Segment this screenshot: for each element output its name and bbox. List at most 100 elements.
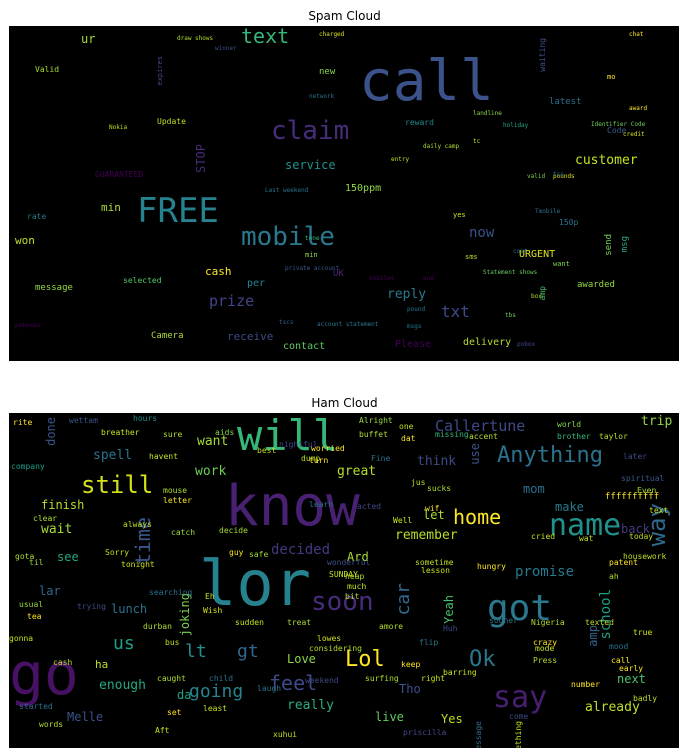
ham-cloud-word: Tho: [399, 682, 421, 696]
ham-cloud-word: live: [375, 710, 404, 724]
ham-cloud-word: home: [453, 505, 502, 529]
ham-cloud-word: Alright: [359, 416, 393, 425]
ham-cloud-word: barring: [443, 668, 477, 677]
ham-cloud-word: tea: [27, 612, 42, 621]
ham-cloud-word: words: [39, 720, 64, 729]
ham-cloud-word: havent: [149, 452, 178, 461]
spam-cloud-word: text: [241, 26, 290, 48]
spam-cloud-word: award: [629, 105, 648, 112]
ham-cloud-word: usual: [19, 600, 44, 609]
ham-cloud-word: sooner: [489, 616, 518, 625]
spam-cloud-word: claim: [271, 116, 350, 146]
ham-cloud-word: crazy: [533, 638, 558, 647]
spam-cloud-word: Update: [157, 117, 186, 126]
spam-cloud-word: expires: [156, 56, 164, 86]
ham-cloud-word: durban: [143, 622, 172, 631]
ham-cloud-word: hungry: [477, 562, 506, 571]
ham-cloud-word: spell: [93, 448, 133, 463]
ham-cloud-word: Yeah: [442, 595, 456, 624]
ham-cloud-word: Love: [287, 652, 316, 666]
ham-cloud-word: Well: [393, 516, 413, 525]
ham-cloud-word: wonderful: [327, 558, 371, 567]
spam-cloud-word: latest: [549, 97, 582, 107]
ham-cloud-word: texted: [585, 618, 614, 627]
ham-cloud-word: flip: [419, 638, 439, 647]
spam-cloud-word: per: [247, 278, 266, 289]
ham-cloud-title: Ham Cloud: [311, 396, 378, 410]
spam-cloud-word: entry: [391, 156, 410, 163]
ham-cloud-word: much: [347, 582, 367, 591]
ham-cloud-word: today: [629, 532, 654, 541]
ham-cloud-word: Yes: [441, 712, 463, 726]
ham-cloud-word: jus: [411, 478, 426, 487]
spam-cloud-word: customer: [575, 153, 638, 168]
ham-cloud-word: think: [417, 454, 457, 469]
ham-cloud-word: Ard: [347, 550, 369, 564]
ham-cloud-word: us: [113, 633, 135, 654]
ham-cloud-word: treat: [287, 618, 312, 627]
spam-cloud-word: network: [309, 93, 335, 100]
spam-cloud-word: Please: [395, 339, 432, 350]
ham-cloud-word: go: [9, 640, 79, 708]
ham-cloud-word: tonight: [121, 560, 155, 569]
ham-cloud-word: soon: [311, 587, 374, 617]
spam-cloud-word: reply: [387, 287, 427, 302]
ham-cloud-word: mood: [609, 642, 629, 651]
spam-cloud-word: box: [531, 293, 542, 300]
spam-cloud-word: new: [319, 67, 336, 77]
ham-cloud-word: cried: [531, 532, 556, 541]
ham-cloud-word: lor: [199, 547, 311, 620]
ham-cloud-word: gota: [15, 552, 35, 561]
ham-cloud-word: joking: [178, 593, 192, 637]
ham-cloud-word: hours: [133, 414, 158, 423]
ham-cloud-word: right: [421, 674, 446, 683]
spam-cloud-word: pobox: [517, 341, 536, 348]
ham-cloud-word: remember: [395, 528, 458, 543]
ham-cloud-word: til: [29, 558, 44, 567]
spam-cloud-word: account statement: [317, 321, 379, 328]
spam-cloud-word: msgs: [407, 323, 422, 330]
ham-cloud-word: number: [571, 680, 600, 689]
spam-cloud-word: cost: [513, 248, 528, 255]
ham-cloud-word: Press: [533, 656, 558, 665]
spam-cloud-word: txt: [441, 302, 470, 321]
spam-cloud-word: rate: [27, 212, 47, 221]
ham-cloud-word: started: [19, 702, 53, 711]
ham-cloud-word: use: [468, 443, 482, 465]
spam-cloud-word: holiday: [503, 122, 529, 129]
ham-cloud-word: badly: [633, 694, 658, 703]
spam-cloud-word: message: [35, 283, 73, 293]
spam-cloud-word: service: [285, 158, 336, 172]
ham-cloud-word: laugh: [257, 684, 282, 693]
ham-cloud-word: wait: [41, 522, 73, 537]
ham-cloud-word: will: [237, 413, 339, 460]
ham-cloud-word: car: [393, 583, 414, 616]
ham-cloud-word: taylor: [599, 432, 628, 441]
spam-cloud-word: min: [305, 251, 318, 259]
spam-cloud-word: tcs: [553, 171, 564, 178]
ham-cloud-word: going: [189, 681, 244, 702]
ham-cloud-word: nightful: [279, 440, 318, 449]
ham-cloud-word: Fine: [371, 454, 391, 463]
ham-cloud-word: rite: [13, 418, 33, 427]
ham-cloud-word: lesson: [421, 566, 450, 575]
ham-cloud-word: done: [44, 417, 58, 446]
ham-cloud-word: wif: [425, 504, 440, 513]
spam-cloud-word: Camera: [151, 331, 184, 341]
ham-cloud-word: call: [611, 656, 631, 665]
ham-cloud-word: Sorry: [105, 548, 130, 557]
ham-cloud-word: acted: [357, 502, 382, 511]
ham-cloud-word: really: [287, 698, 334, 713]
ham-cloud-word: buffet: [359, 430, 388, 439]
ham-cloud-word: lar: [39, 584, 61, 598]
ham-cloud-word: heap: [345, 572, 365, 581]
ham-cloud-word: gt: [237, 641, 259, 662]
spam-cloud-word: mobiles: [369, 275, 395, 282]
spam-cloud-word: receive: [227, 330, 274, 343]
ham-cloud-word: back: [621, 522, 650, 536]
ham-cloud-word: amp: [586, 625, 600, 647]
spam-cloud-word: Last weekend: [265, 187, 309, 194]
spam-cloud-word: now: [469, 225, 495, 241]
spam-cloud-word: reward: [405, 118, 434, 127]
ham-cloud-word: ffffffffff: [605, 492, 660, 502]
